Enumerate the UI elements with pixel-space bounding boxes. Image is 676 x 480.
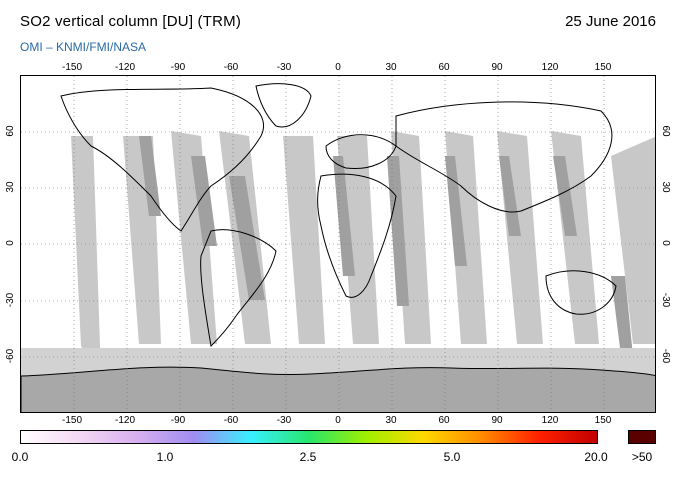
bottom-lon-tick: 90 <box>491 415 503 426</box>
europe <box>325 134 397 170</box>
overflow-label: >50 <box>631 450 653 464</box>
right-lat-tick: 30 <box>660 181 671 193</box>
bottom-lon-tick: 0 <box>335 415 341 426</box>
overflow-swatch <box>628 430 656 444</box>
swath-band <box>171 131 217 344</box>
top-lon-tick: -60 <box>223 62 239 73</box>
scale-label-2: 2.5 <box>299 450 317 464</box>
gap-band <box>499 156 521 236</box>
right-lat-tick: 0 <box>660 240 671 246</box>
right-lat-tick: -60 <box>660 348 671 364</box>
left-lat-tick: 30 <box>5 181 16 193</box>
data-credit: OMI – KNMI/FMI/NASA <box>20 40 147 54</box>
map-title: SO2 vertical column [DU] (TRM) <box>20 13 242 30</box>
bottom-lon-tick: 120 <box>541 415 559 426</box>
gap-band <box>333 156 355 276</box>
swath-gaps <box>139 136 633 356</box>
bottom-lon-tick: 150 <box>594 415 612 426</box>
top-lon-tick: 150 <box>594 62 612 73</box>
swath-band <box>337 136 379 344</box>
swath-band <box>391 131 431 344</box>
map-canvas <box>21 76 655 412</box>
bottom-lon-tick: -120 <box>114 415 136 426</box>
top-lon-tick: 90 <box>491 62 503 73</box>
right-lat-tick: 60 <box>660 125 671 137</box>
gap-band <box>229 176 265 300</box>
observation-date: 25 June 2016 <box>565 13 656 30</box>
top-lon-tick: 30 <box>385 62 397 73</box>
left-lat-tick: 60 <box>5 125 16 137</box>
left-lat-tick: 0 <box>5 240 16 246</box>
gap-band <box>191 156 217 246</box>
graticule <box>21 76 655 412</box>
top-lon-tick: -150 <box>61 62 83 73</box>
bottom-lon-tick: -30 <box>276 415 292 426</box>
top-lon-tick: 60 <box>438 62 450 73</box>
gap-band <box>139 136 161 216</box>
world-map <box>20 75 656 413</box>
right-lat-tick: -30 <box>660 292 671 308</box>
bottom-lon-tick: 60 <box>438 415 450 426</box>
left-lat-tick: -30 <box>5 292 16 308</box>
left-lat-tick: -60 <box>5 348 16 364</box>
bottom-lon-tick: -150 <box>61 415 83 426</box>
swath-band <box>611 136 655 344</box>
top-lon-tick: -120 <box>114 62 136 73</box>
top-lon-tick: -30 <box>276 62 292 73</box>
gap-band <box>445 156 467 266</box>
bottom-lon-tick: -60 <box>223 415 239 426</box>
north-america <box>60 87 264 232</box>
australia <box>545 270 617 315</box>
scale-label-3: 5.0 <box>443 450 461 464</box>
swath-band <box>71 136 101 376</box>
gap-band <box>553 156 577 236</box>
africa <box>317 173 397 298</box>
antarctica <box>21 366 655 412</box>
scale-label-0: 0.0 <box>11 450 29 464</box>
scale-label-1: 1.0 <box>156 450 174 464</box>
top-lon-tick: 0 <box>335 62 341 73</box>
top-lon-tick: -90 <box>170 62 186 73</box>
gap-band <box>611 276 633 356</box>
bottom-lon-tick: 30 <box>385 415 397 426</box>
greenland <box>255 83 312 128</box>
top-lon-tick: 120 <box>541 62 559 73</box>
scale-label-4: 20.0 <box>584 450 608 464</box>
gap-band <box>387 156 409 306</box>
color-scale-bar <box>20 430 598 444</box>
swath-band <box>283 136 325 344</box>
swath-band <box>123 136 161 344</box>
bottom-lon-tick: -90 <box>170 415 186 426</box>
asia <box>395 101 613 213</box>
south-america <box>200 229 277 348</box>
continent-outlines <box>60 83 617 348</box>
